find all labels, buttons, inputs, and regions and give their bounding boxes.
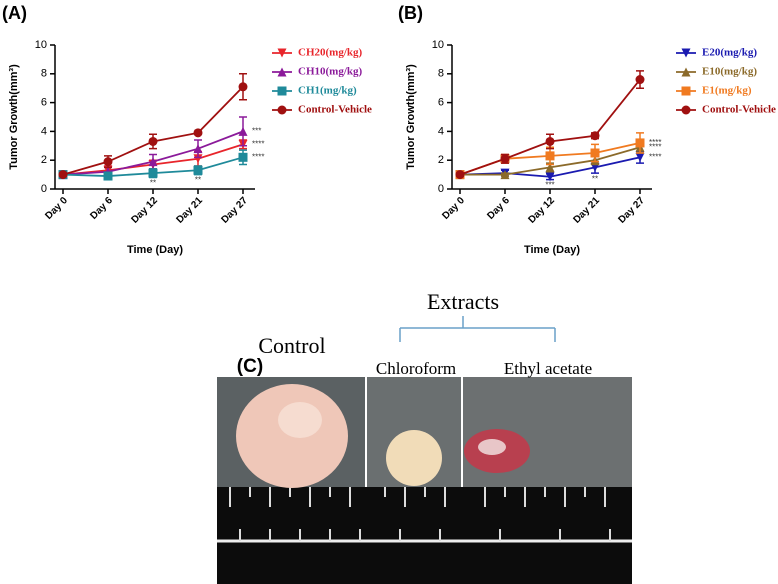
y-tick-label: 2: [41, 154, 47, 166]
point: [193, 128, 203, 138]
tumor-chloroform: [386, 430, 442, 486]
legend-label: E1(mg/kg): [702, 85, 752, 97]
y-tick-label: 6: [41, 97, 47, 109]
group-label: Extracts: [427, 289, 499, 314]
panel-label: (A): [2, 3, 27, 23]
point: [455, 170, 465, 180]
significance: ****: [649, 142, 661, 151]
legend-label: CH20(mg/kg): [298, 47, 363, 59]
legend-marker: [277, 67, 287, 77]
point: [148, 157, 158, 167]
x-tick-label: Day 12: [526, 195, 557, 226]
panel-label: (C): [237, 356, 263, 377]
y-axis-title: Tumor Growth(mm³): [8, 64, 20, 170]
photo-panel: [217, 377, 632, 584]
chloroform-label: Chloroform: [376, 359, 456, 378]
point: [635, 152, 645, 162]
point: [545, 172, 555, 182]
significance: ****: [252, 139, 264, 148]
significance: **: [195, 176, 201, 185]
legend-marker: [681, 48, 691, 58]
legend-marker: [277, 48, 287, 58]
legend-label: Control-Vehicle: [702, 104, 776, 116]
legend-marker: [277, 105, 287, 115]
point: [635, 138, 645, 148]
point: [148, 168, 158, 178]
x-axis-title: Time (Day): [524, 244, 580, 256]
legend-label: CH1(mg/kg): [298, 85, 357, 97]
panel-label: (B): [398, 3, 423, 23]
y-tick-label: 0: [41, 183, 47, 195]
y-tick-label: 8: [41, 68, 47, 80]
x-tick-label: Day 0: [43, 195, 70, 222]
point: [238, 82, 248, 92]
tumor-ethyl-highlight: [478, 439, 506, 455]
y-tick-label: 6: [438, 97, 444, 109]
significance: **: [150, 179, 156, 188]
point: [590, 131, 600, 141]
legend-marker: [681, 67, 691, 77]
point: [148, 136, 158, 146]
legend-marker: [681, 105, 691, 115]
legend-marker: [277, 86, 287, 96]
significance: ***: [252, 127, 261, 136]
x-tick-label: Day 0: [440, 195, 467, 222]
y-tick-label: 2: [438, 154, 444, 166]
x-tick-label: Day 27: [616, 195, 647, 226]
x-tick-label: Day 6: [88, 195, 115, 222]
y-tick-label: 10: [432, 39, 444, 51]
point: [500, 154, 510, 164]
significance: ***: [545, 181, 554, 190]
significance: ****: [252, 152, 264, 161]
tumor-highlight: [278, 402, 322, 438]
y-tick-label: 0: [438, 183, 444, 195]
point: [238, 126, 248, 136]
ethyl-label: Ethyl acetate: [504, 359, 592, 378]
bracket: [399, 316, 556, 342]
x-axis-title: Time (Day): [127, 244, 183, 256]
control-label: Control: [258, 333, 325, 358]
point: [238, 152, 248, 162]
point: [545, 151, 555, 161]
point: [193, 144, 203, 154]
point: [193, 154, 203, 164]
y-tick-label: 4: [438, 125, 444, 137]
significance: **: [592, 174, 598, 183]
y-tick-label: 4: [41, 125, 47, 137]
point: [103, 157, 113, 167]
ruler: [217, 487, 632, 584]
y-tick-label: 10: [35, 39, 47, 51]
y-tick-label: 8: [438, 68, 444, 80]
significance: ****: [649, 138, 661, 147]
point: [193, 165, 203, 175]
point: [545, 136, 555, 146]
point: [590, 148, 600, 158]
point: [58, 170, 68, 180]
point: [545, 162, 555, 172]
point: [635, 75, 645, 85]
x-tick-label: Day 21: [571, 195, 602, 226]
ruler-ticks: [229, 487, 611, 541]
x-tick-label: Day 12: [129, 195, 160, 226]
point: [103, 171, 113, 181]
point: [500, 170, 510, 180]
legend-label: CH10(mg/kg): [298, 66, 363, 78]
legend-marker: [681, 86, 691, 96]
legend-label: E10(mg/kg): [702, 66, 757, 78]
x-tick-label: Day 21: [174, 195, 205, 226]
x-tick-label: Day 27: [219, 195, 250, 226]
x-tick-label: Day 6: [485, 195, 512, 222]
significance: ****: [649, 152, 661, 161]
legend-label: E20(mg/kg): [702, 47, 757, 59]
y-axis-title: Tumor Growth(mm³): [405, 64, 417, 170]
legend-label: Control-Vehicle: [298, 104, 372, 116]
